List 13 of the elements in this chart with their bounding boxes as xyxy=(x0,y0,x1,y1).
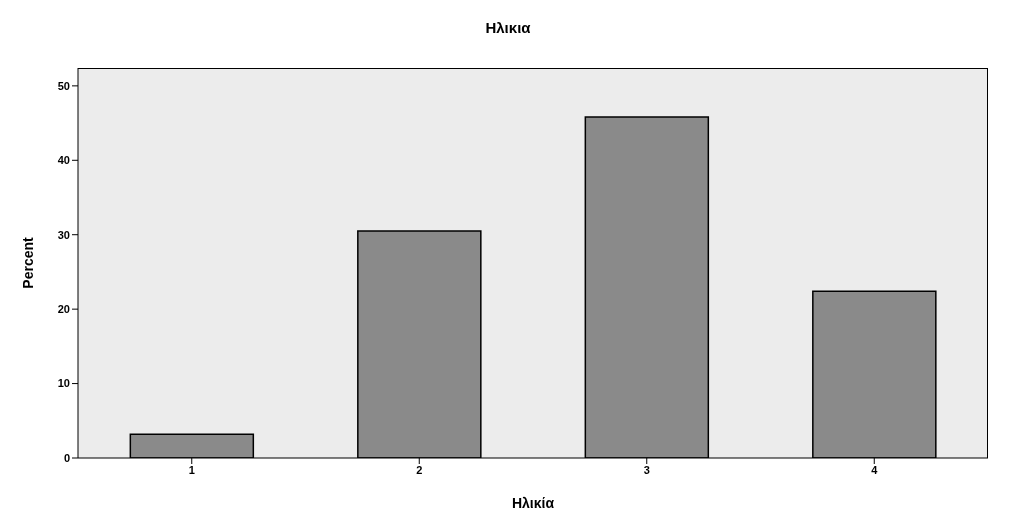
y-tick-label: 0 xyxy=(63,451,70,464)
y-tick-label: 40 xyxy=(57,154,70,167)
y-tick-label: 30 xyxy=(57,228,70,241)
y-tick-label: 10 xyxy=(57,377,70,390)
y-axis-title: Percent xyxy=(19,236,36,289)
x-tick-label: 2 xyxy=(416,463,423,476)
y-tick-label: 20 xyxy=(57,303,70,316)
x-axis-title: Ηλικία xyxy=(511,495,555,511)
chart-title: Ηλικια xyxy=(484,18,532,38)
x-tick-label: 3 xyxy=(643,463,650,476)
x-tick-label: 4 xyxy=(871,463,879,476)
y-tick-label: 50 xyxy=(57,79,70,92)
x-tick-label: 1 xyxy=(188,463,195,476)
